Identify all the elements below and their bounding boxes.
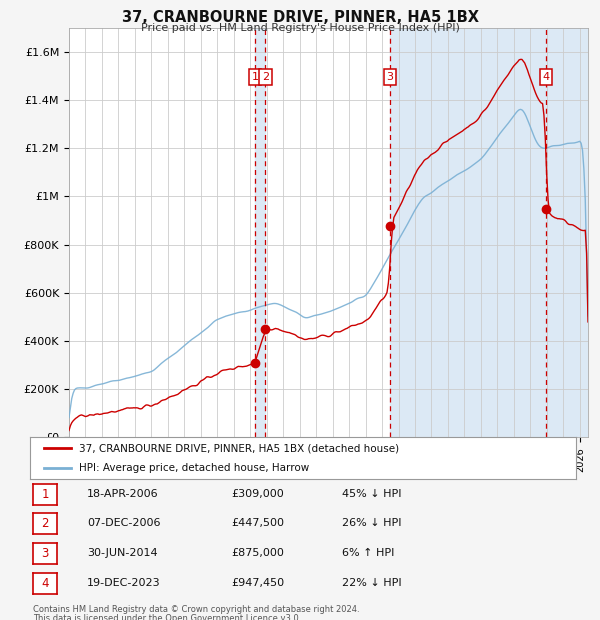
Text: Price paid vs. HM Land Registry's House Price Index (HPI): Price paid vs. HM Land Registry's House … xyxy=(140,23,460,33)
Text: This data is licensed under the Open Government Licence v3.0.: This data is licensed under the Open Gov… xyxy=(33,614,301,620)
Bar xyxy=(255,28,265,437)
Text: 07-DEC-2006: 07-DEC-2006 xyxy=(87,518,161,528)
Text: 30-JUN-2014: 30-JUN-2014 xyxy=(87,548,158,558)
Text: Contains HM Land Registry data © Crown copyright and database right 2024.: Contains HM Land Registry data © Crown c… xyxy=(33,605,359,614)
Text: 19-DEC-2023: 19-DEC-2023 xyxy=(87,578,161,588)
Text: 4: 4 xyxy=(41,577,49,590)
Bar xyxy=(546,28,588,437)
Text: £947,450: £947,450 xyxy=(231,578,284,588)
Text: £309,000: £309,000 xyxy=(231,489,284,499)
Text: 1: 1 xyxy=(251,73,259,82)
Text: 3: 3 xyxy=(41,547,49,560)
Text: 18-APR-2006: 18-APR-2006 xyxy=(87,489,158,499)
Text: 1: 1 xyxy=(41,489,49,501)
Text: 37, CRANBOURNE DRIVE, PINNER, HA5 1BX: 37, CRANBOURNE DRIVE, PINNER, HA5 1BX xyxy=(121,10,479,25)
Text: 4: 4 xyxy=(542,73,550,82)
Text: 6% ↑ HPI: 6% ↑ HPI xyxy=(342,548,394,558)
Text: 45% ↓ HPI: 45% ↓ HPI xyxy=(342,489,401,499)
Text: 26% ↓ HPI: 26% ↓ HPI xyxy=(342,518,401,528)
Text: 22% ↓ HPI: 22% ↓ HPI xyxy=(342,578,401,588)
Text: £875,000: £875,000 xyxy=(231,548,284,558)
Text: 3: 3 xyxy=(386,73,394,82)
Text: 37, CRANBOURNE DRIVE, PINNER, HA5 1BX (detached house): 37, CRANBOURNE DRIVE, PINNER, HA5 1BX (d… xyxy=(79,443,399,453)
Text: £447,500: £447,500 xyxy=(231,518,284,528)
Text: 2: 2 xyxy=(41,518,49,530)
Text: 2: 2 xyxy=(262,73,269,82)
Text: HPI: Average price, detached house, Harrow: HPI: Average price, detached house, Harr… xyxy=(79,463,310,473)
Bar xyxy=(390,28,588,437)
